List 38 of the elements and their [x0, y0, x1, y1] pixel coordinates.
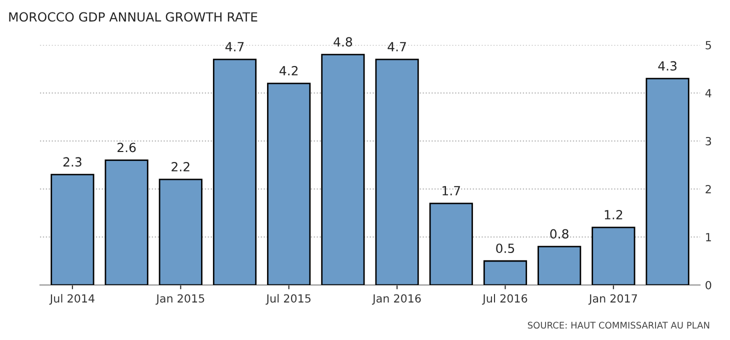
- bar: [538, 246, 582, 285]
- data-label: 2.2: [172, 162, 190, 172]
- bar: [50, 174, 94, 285]
- y-tick-label: 0: [706, 280, 712, 290]
- x-tick-label: Jul 2014: [49, 294, 94, 305]
- bar: [375, 58, 419, 285]
- source-note: SOURCE: HAUT COMMISSARIAT AU PLAN: [528, 322, 710, 329]
- bar: [483, 260, 528, 285]
- data-label: 2.6: [118, 142, 136, 152]
- data-label: 2.3: [63, 157, 82, 167]
- data-label: 4.7: [388, 42, 406, 52]
- data-label: 1.7: [442, 186, 460, 196]
- bar: [429, 202, 473, 285]
- data-label: 4.7: [225, 42, 244, 52]
- bar: [646, 78, 690, 285]
- data-label: 4.8: [334, 37, 352, 47]
- bar: [321, 54, 365, 285]
- y-tick-label: 1: [706, 233, 711, 242]
- data-label: 4.2: [280, 66, 298, 76]
- bar: [158, 178, 202, 285]
- bar: [212, 58, 257, 285]
- x-tick-label: Jul 2015: [266, 294, 310, 305]
- data-label: 0.5: [496, 244, 514, 254]
- data-label: 4.3: [658, 61, 676, 71]
- x-tick-label: Jan 2015: [156, 294, 204, 305]
- chart-title: MOROCCO GDP ANNUAL GROWTH RATE: [9, 12, 258, 22]
- y-tick-label: 2: [706, 184, 711, 194]
- x-tick-label: Jan 2017: [588, 294, 637, 305]
- x-tick-label: Jan 2016: [372, 294, 421, 305]
- data-label: 1.2: [604, 210, 622, 220]
- data-label: 0.8: [550, 229, 568, 239]
- x-tick-label: Jul 2016: [482, 294, 528, 305]
- bar: [592, 226, 636, 285]
- y-tick-label: 3: [706, 136, 712, 146]
- bar: [267, 82, 311, 285]
- bar: [104, 160, 148, 285]
- y-tick-label: 5: [706, 41, 711, 50]
- y-tick-label: 4: [705, 89, 712, 98]
